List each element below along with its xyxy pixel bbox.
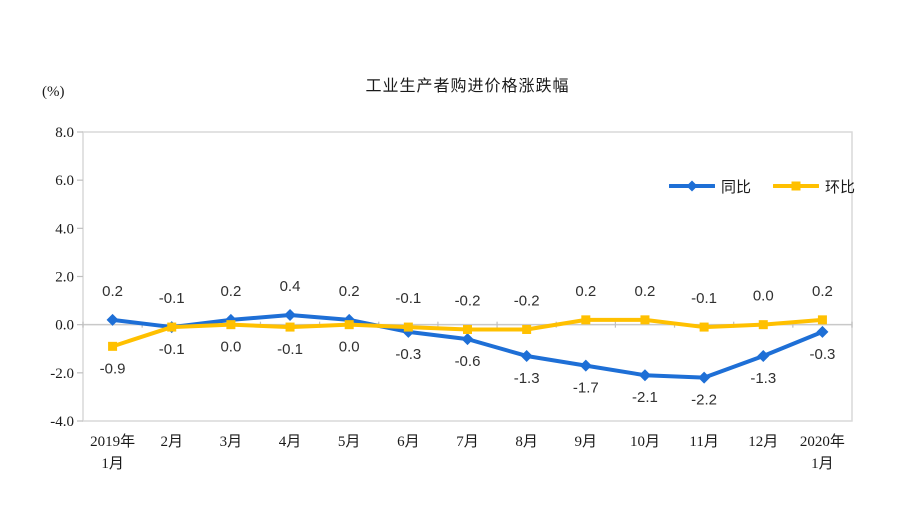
- marker-square-mom: [522, 324, 532, 334]
- x-tick-label: 6月: [397, 434, 420, 450]
- data-label-mom: -0.9: [100, 360, 126, 377]
- marker-square-mom: [403, 322, 413, 332]
- y-tick-label: -4.0: [50, 414, 74, 430]
- y-tick-label: 8.0: [55, 125, 74, 141]
- legend-square-line-icon: [772, 181, 819, 191]
- marker-square-mom: [285, 322, 295, 332]
- data-label-mom: 0.2: [812, 283, 833, 300]
- data-label-mom: -0.2: [514, 292, 540, 309]
- data-label-yoy: -0.3: [809, 346, 835, 363]
- legend: 同比 环比: [640, 174, 855, 198]
- data-label-mom: 0.0: [339, 339, 360, 356]
- marker-diamond-yoy: [816, 325, 829, 338]
- y-tick-label: -2.0: [50, 366, 74, 382]
- data-label-mom: -0.2: [455, 292, 481, 309]
- legend-label-yoy: 同比: [720, 178, 751, 196]
- data-label-mom: -0.1: [395, 290, 421, 307]
- marker-square-mom: [758, 320, 768, 330]
- marker-diamond-yoy: [579, 359, 592, 372]
- y-tick-label: 0.0: [55, 318, 74, 334]
- marker-square-mom: [108, 341, 118, 351]
- data-label-mom: -0.1: [277, 341, 303, 358]
- y-axis-unit-label: (%): [42, 84, 65, 100]
- data-label-yoy: -2.2: [691, 392, 717, 409]
- data-label-yoy: 0.2: [339, 283, 360, 300]
- marker-square-mom: [226, 320, 236, 330]
- marker-square-mom: [463, 324, 472, 334]
- data-label-yoy: 0.2: [102, 283, 123, 300]
- y-tick-label: 2.0: [55, 270, 74, 286]
- data-label-yoy: -0.1: [159, 290, 185, 307]
- marker-diamond-yoy: [520, 349, 533, 362]
- marker-diamond-yoy: [698, 371, 711, 384]
- y-tick-label: 6.0: [55, 173, 74, 189]
- legend-item-mom: 环比: [772, 176, 855, 197]
- legend-item-yoy: 同比: [668, 176, 751, 197]
- data-label-mom: 0.0: [220, 339, 241, 356]
- legend-label-mom: 环比: [824, 178, 855, 196]
- marker-square-mom: [581, 315, 591, 325]
- x-tick-label: 4月: [279, 434, 302, 450]
- data-label-yoy: -0.3: [395, 346, 421, 363]
- x-tick-label: 2月: [160, 434, 183, 450]
- chart-title: 工业生产者购进价格涨跌幅: [365, 78, 570, 95]
- data-label-mom: -0.1: [159, 341, 185, 358]
- marker-square-mom: [699, 322, 709, 332]
- data-label-yoy: 0.2: [220, 283, 241, 300]
- x-tick-label: 7月: [456, 434, 479, 450]
- data-label-yoy: 0.4: [280, 278, 301, 295]
- x-tick-label: 3月: [220, 434, 243, 450]
- x-tick-label: 2019年 1月: [90, 433, 135, 472]
- data-label-mom: 0.2: [635, 283, 656, 300]
- data-label-yoy: -1.7: [573, 380, 599, 397]
- data-label-yoy: -0.6: [455, 353, 481, 370]
- marker-diamond-yoy: [638, 369, 651, 382]
- marker-diamond-yoy: [284, 309, 297, 322]
- x-tick-label: 5月: [338, 434, 361, 450]
- data-label-yoy: -1.3: [750, 370, 776, 387]
- y-tick-label: 4.0: [55, 221, 74, 237]
- data-label-yoy: -1.3: [514, 370, 540, 387]
- marker-square-mom: [817, 315, 827, 325]
- data-label-yoy: -2.1: [632, 389, 658, 406]
- x-tick-label: 2020年 1月: [800, 433, 845, 472]
- x-tick-label: 12月: [748, 434, 778, 450]
- data-label-mom: 0.2: [575, 283, 596, 300]
- marker-diamond-yoy: [757, 349, 770, 362]
- legend-diamond-line-icon: [668, 180, 715, 192]
- data-label-mom: 0.0: [753, 288, 774, 305]
- x-tick-label: 8月: [515, 434, 538, 450]
- marker-square-mom: [640, 315, 650, 325]
- marker-diamond-yoy: [461, 333, 474, 346]
- x-tick-label: 11月: [689, 434, 718, 450]
- data-label-mom: -0.1: [691, 290, 717, 307]
- marker-square-mom: [167, 322, 177, 332]
- marker-square-mom: [344, 320, 354, 330]
- marker-diamond-yoy: [106, 313, 119, 326]
- x-tick-label: 10月: [630, 434, 660, 450]
- x-tick-label: 9月: [575, 434, 598, 450]
